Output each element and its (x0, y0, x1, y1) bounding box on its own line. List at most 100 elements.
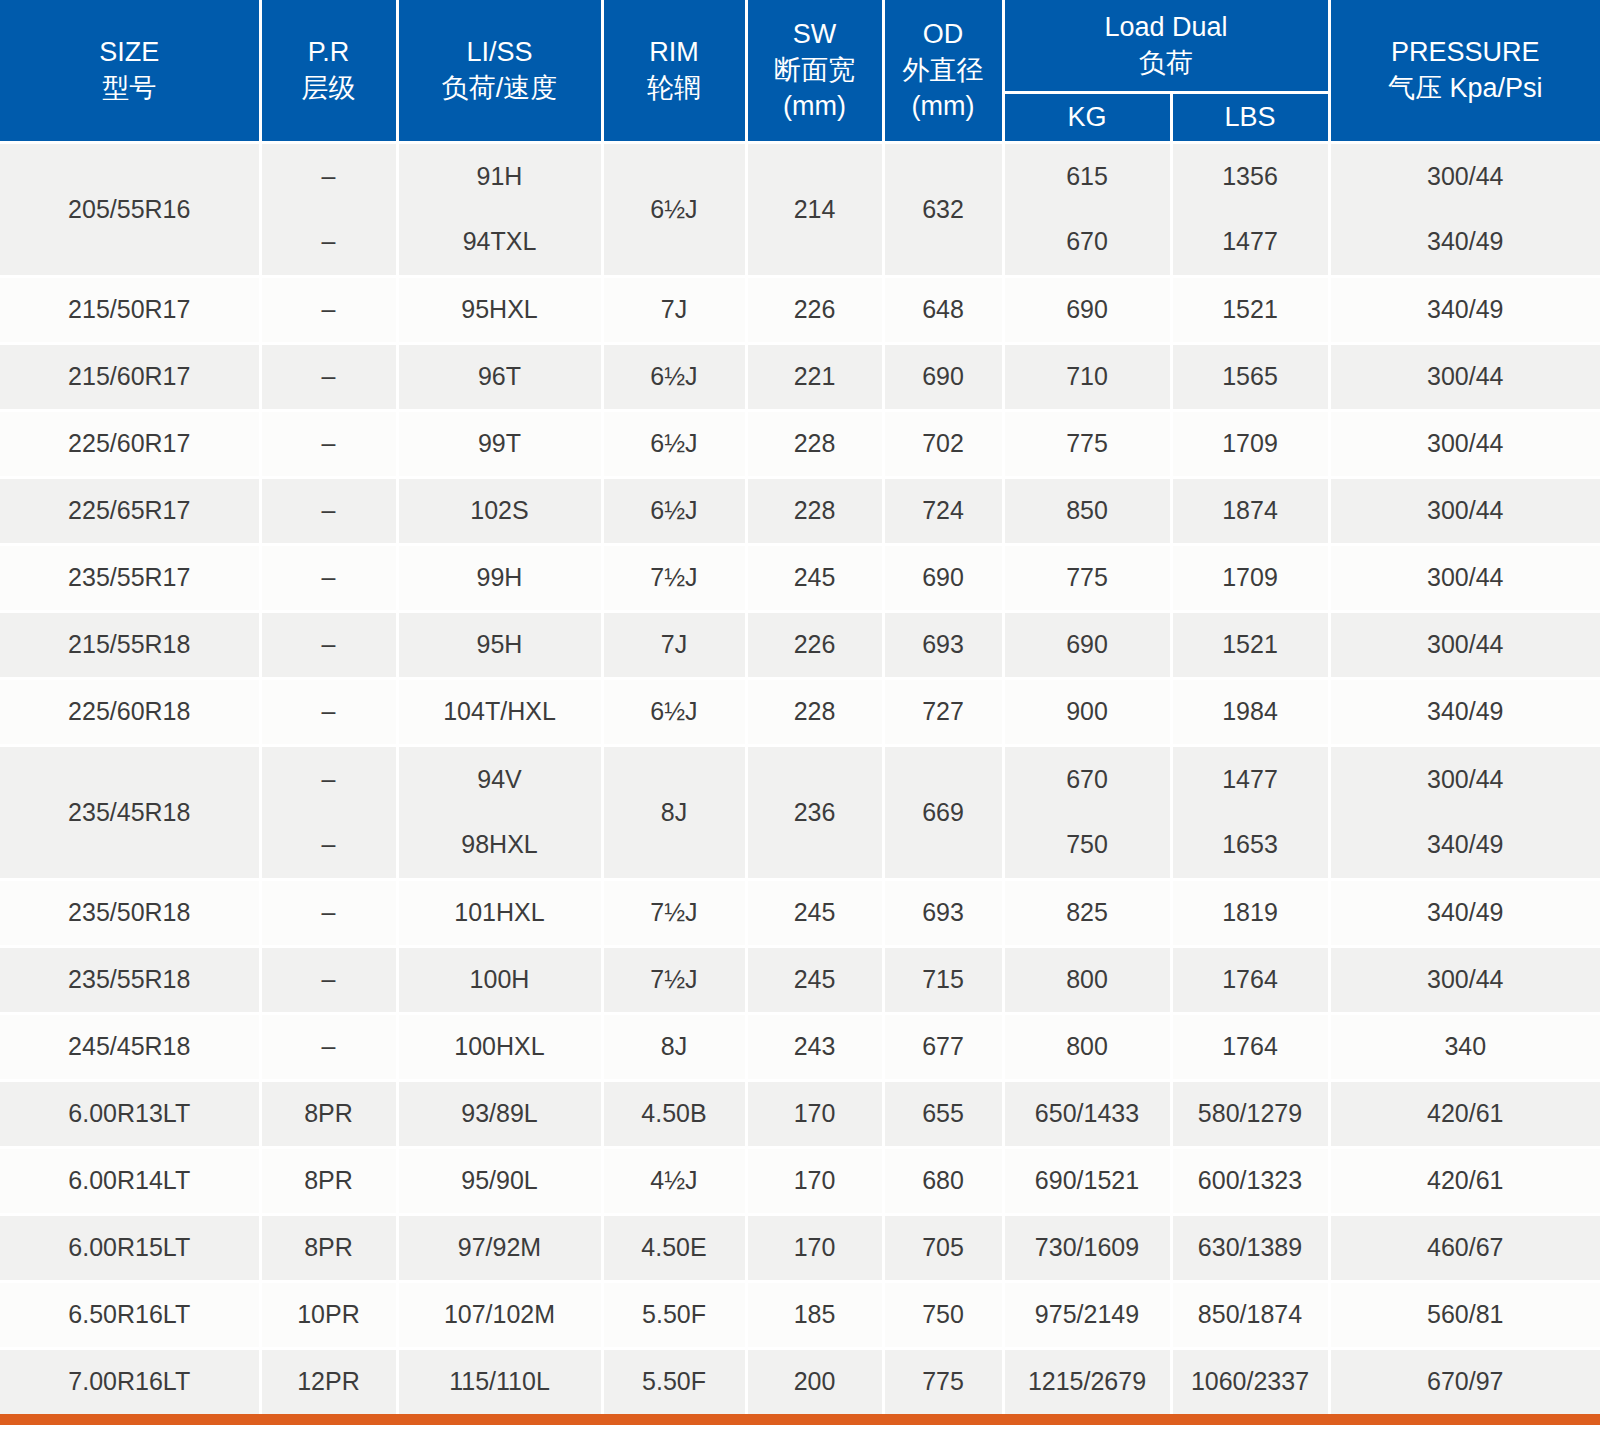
cell-outer-diameter: 669 (883, 745, 1003, 879)
col-header-lbs: LBS (1171, 92, 1329, 142)
cell-size: 235/55R18 (0, 946, 260, 1013)
table-row: 225/60R17–99T6½J2287027751709300/44 (0, 410, 1600, 477)
cell-section-width: 170 (746, 1214, 883, 1281)
cell-load-kg: 825 (1003, 879, 1171, 946)
cell-outer-diameter: 724 (883, 477, 1003, 544)
cell-size: 7.00R16LT (0, 1348, 260, 1419)
header-pressure-en: PRESSURE (1331, 34, 1600, 70)
stacked-values: 14771653 (1173, 747, 1328, 878)
table-row: 235/55R18–100H7½J2457158001764300/44 (0, 946, 1600, 1013)
cell-load-lbs: 1521 (1171, 611, 1329, 678)
cell-load-speed: 91H94TXL (397, 142, 602, 276)
table-row: 245/45R18–100HXL8J2436778001764340 (0, 1013, 1600, 1080)
cell-outer-diameter: 775 (883, 1348, 1003, 1419)
cell-outer-diameter: 690 (883, 343, 1003, 410)
cell-load-kg: 650/1433 (1003, 1080, 1171, 1147)
cell-load-speed: 101HXL (397, 879, 602, 946)
cell-load-speed: 94V98HXL (397, 745, 602, 879)
cell-load-lbs: 1819 (1171, 879, 1329, 946)
cell-outer-diameter: 727 (883, 678, 1003, 745)
cell-rim: 5.50F (602, 1281, 746, 1348)
cell-pressure: 460/67 (1329, 1214, 1600, 1281)
table-row: 6.00R13LT8PR93/89L4.50B170655650/1433580… (0, 1080, 1600, 1147)
cell-load-speed: 100HXL (397, 1013, 602, 1080)
table-row: 215/50R17–95HXL7J2266486901521340/49 (0, 276, 1600, 343)
cell-outer-diameter: 690 (883, 544, 1003, 611)
cell-rim: 4.50E (602, 1214, 746, 1281)
cell-ply-rating: 8PR (260, 1214, 397, 1281)
cell-section-width: 226 (746, 276, 883, 343)
cell-load-speed: 100H (397, 946, 602, 1013)
cell-load-kg: 800 (1003, 1013, 1171, 1080)
header-size-zh: 型号 (0, 70, 259, 106)
cell-pressure: 670/97 (1329, 1348, 1600, 1419)
header-sw-en: SW (748, 16, 882, 52)
cell-value: 300/44 (1331, 747, 1600, 813)
cell-outer-diameter: 750 (883, 1281, 1003, 1348)
cell-section-width: 170 (746, 1147, 883, 1214)
header-pr-zh: 层级 (262, 70, 396, 106)
cell-size: 6.50R16LT (0, 1281, 260, 1348)
cell-size: 6.00R13LT (0, 1080, 260, 1147)
header-rim-en: RIM (604, 34, 745, 70)
cell-load-kg: 730/1609 (1003, 1214, 1171, 1281)
cell-pressure: 300/44340/49 (1329, 142, 1600, 276)
cell-value: – (262, 209, 396, 275)
header-od-unit: (mm) (885, 88, 1002, 124)
header-load-dual-zh: 负荷 (1005, 45, 1328, 81)
cell-rim: 6½J (602, 410, 746, 477)
stacked-values: 670750 (1005, 747, 1170, 878)
cell-section-width: 243 (746, 1013, 883, 1080)
cell-value: 94V (399, 747, 601, 813)
table-row: 235/55R17–99H7½J2456907751709300/44 (0, 544, 1600, 611)
cell-outer-diameter: 702 (883, 410, 1003, 477)
tire-spec-sheet: SIZE 型号 P.R 层级 LI/SS 负荷/速度 RIM 轮辋 SW 断 (0, 0, 1600, 1425)
cell-outer-diameter: 677 (883, 1013, 1003, 1080)
col-header-pressure: PRESSURE 气压 Kpa/Psi (1329, 0, 1600, 142)
cell-section-width: 214 (746, 142, 883, 276)
cell-rim: 7J (602, 276, 746, 343)
col-header-ply-rating: P.R 层级 (260, 0, 397, 142)
cell-value: 98HXL (399, 812, 601, 878)
tire-spec-table: SIZE 型号 P.R 层级 LI/SS 负荷/速度 RIM 轮辋 SW 断 (0, 0, 1600, 1425)
cell-load-kg: 710 (1003, 343, 1171, 410)
table-row: 205/55R16––91H94TXL6½J214632615670135614… (0, 142, 1600, 276)
cell-outer-diameter: 655 (883, 1080, 1003, 1147)
cell-value: 1356 (1173, 144, 1328, 210)
stacked-values: 300/44340/49 (1331, 747, 1600, 878)
cell-load-speed: 104T/HXL (397, 678, 602, 745)
cell-rim: 4½J (602, 1147, 746, 1214)
cell-ply-rating: –– (260, 142, 397, 276)
cell-value: 300/44 (1331, 144, 1600, 210)
cell-size: 225/65R17 (0, 477, 260, 544)
cell-outer-diameter: 693 (883, 879, 1003, 946)
cell-ply-rating: – (260, 343, 397, 410)
table-row: 7.00R16LT12PR115/110L5.50F2007751215/267… (0, 1348, 1600, 1419)
cell-rim: 7½J (602, 879, 746, 946)
cell-value: – (262, 812, 396, 878)
header-sw-unit: (mm) (748, 88, 882, 124)
cell-load-speed: 96T (397, 343, 602, 410)
cell-value: 670 (1005, 209, 1170, 275)
cell-value: 94TXL (399, 209, 601, 275)
cell-size: 245/45R18 (0, 1013, 260, 1080)
cell-load-speed: 115/110L (397, 1348, 602, 1419)
cell-size: 205/55R16 (0, 142, 260, 276)
cell-size: 225/60R18 (0, 678, 260, 745)
cell-rim: 6½J (602, 678, 746, 745)
cell-rim: 6½J (602, 343, 746, 410)
cell-pressure: 300/44 (1329, 477, 1600, 544)
header-od-zh: 外直径 (885, 52, 1002, 88)
cell-ply-rating: – (260, 276, 397, 343)
stacked-values: –– (262, 747, 396, 878)
cell-load-lbs: 13561477 (1171, 142, 1329, 276)
cell-load-kg: 615670 (1003, 142, 1171, 276)
cell-value: – (262, 144, 396, 210)
cell-pressure: 300/44340/49 (1329, 745, 1600, 879)
table-row: 225/60R18–104T/HXL6½J2287279001984340/49 (0, 678, 1600, 745)
stacked-values: 300/44340/49 (1331, 144, 1600, 275)
cell-size: 6.00R15LT (0, 1214, 260, 1281)
cell-load-speed: 97/92M (397, 1214, 602, 1281)
cell-ply-rating: 10PR (260, 1281, 397, 1348)
cell-ply-rating: – (260, 946, 397, 1013)
